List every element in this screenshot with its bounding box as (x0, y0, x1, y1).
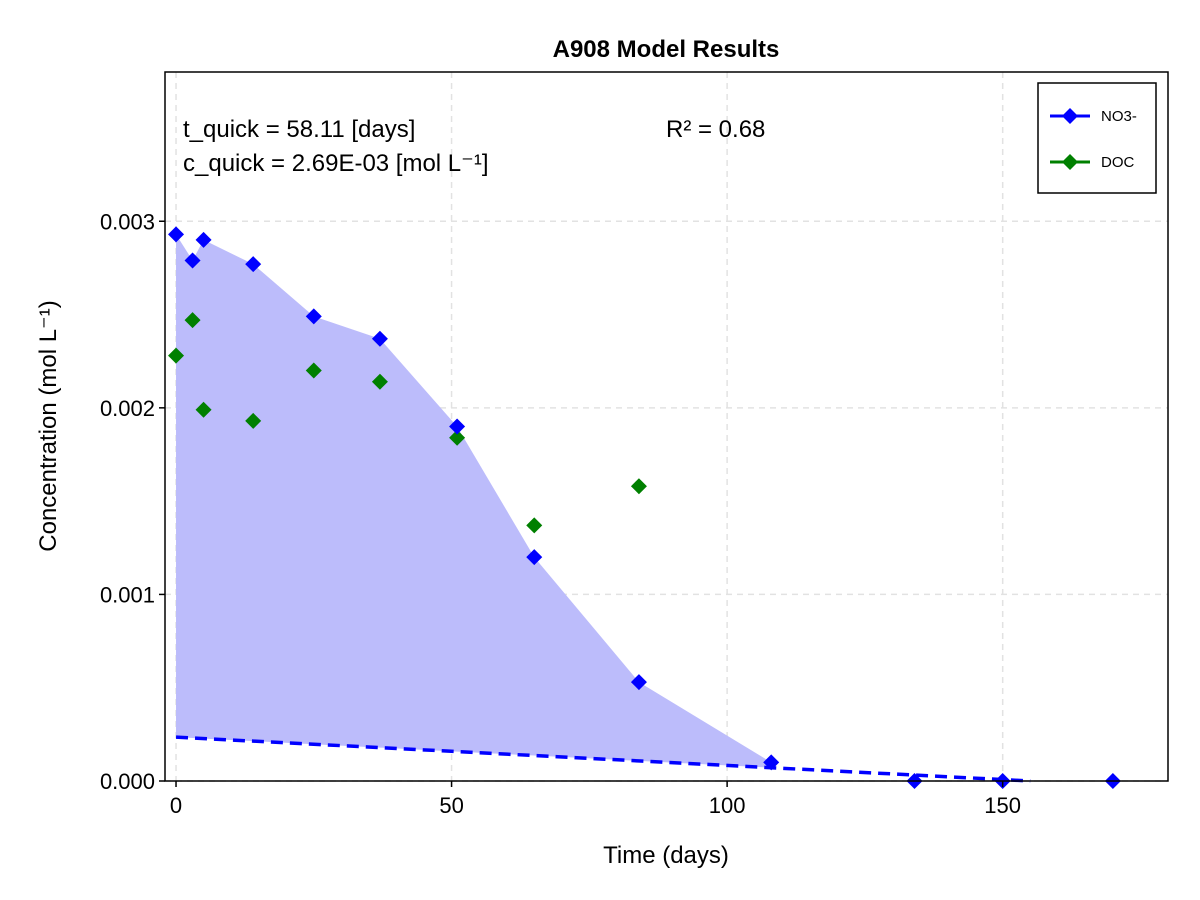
data-point-doc-3 (245, 412, 262, 429)
data-point-doc-5 (371, 373, 388, 390)
r2-annotation: R² = 0.68 (666, 116, 765, 143)
data-point-no3-4 (305, 308, 322, 325)
x-tick-label-3: 150 (984, 793, 1021, 818)
t-quick-annotation: t_quick = 58.11 [days] (183, 116, 415, 143)
y-tick-label-0: 0.000 (100, 769, 155, 794)
plot-frame (164, 71, 1169, 782)
data-point-no3-8 (630, 674, 647, 691)
c-quick-annotation: c_quick = 2.69E-03 [mol L⁻¹] (183, 150, 488, 177)
y-tick-label-1: 0.001 (100, 582, 155, 607)
data-point-doc-6 (449, 429, 466, 446)
ticks: 0 50 100 150 0.000 0.001 0.002 0.003 (100, 209, 1021, 818)
data-point-doc-1 (184, 312, 201, 329)
data-point-doc-7 (526, 517, 543, 534)
data-point-doc-0 (168, 347, 185, 364)
data-point-doc-8 (630, 478, 647, 495)
y-axis-label: Concentration (mol L⁻¹) (35, 300, 62, 551)
line-layer (175, 735, 1031, 783)
y-tick-label-3: 0.003 (100, 209, 155, 234)
legend-label-doc: DOC (1101, 154, 1135, 171)
data-point-no3-2 (195, 231, 212, 248)
x-axis-label: Time (days) (603, 842, 729, 869)
fill-layer (176, 234, 772, 768)
points-layer (168, 226, 1121, 789)
data-point-doc-2 (195, 401, 212, 418)
legend-item-doc: DOC (1050, 154, 1135, 171)
x-tick-label-0: 0 (170, 793, 182, 818)
data-point-no3-5 (371, 330, 388, 347)
legend-box (1037, 82, 1157, 194)
data-point-no3-0 (168, 226, 185, 243)
data-point-no3-1 (184, 252, 201, 269)
data-point-no3-7 (526, 549, 543, 566)
data-point-no3-9 (763, 754, 780, 771)
data-point-no3-6 (449, 418, 466, 435)
x-tick-label-1: 50 (439, 793, 463, 818)
data-point-no3-3 (245, 256, 262, 273)
fill-area (176, 234, 772, 768)
legend-marker-doc (1062, 154, 1078, 170)
model-line (175, 735, 1031, 783)
legend-marker-no3 (1062, 108, 1078, 124)
legend-item-no3: NO3- (1050, 108, 1137, 125)
legend: NO3- DOC (1037, 82, 1157, 194)
legend-label-no3: NO3- (1101, 108, 1137, 125)
data-point-doc-4 (305, 362, 322, 379)
x-tick-label-2: 100 (709, 793, 746, 818)
y-tick-label-2: 0.002 (100, 396, 155, 421)
chart-title: A908 Model Results (553, 36, 780, 63)
